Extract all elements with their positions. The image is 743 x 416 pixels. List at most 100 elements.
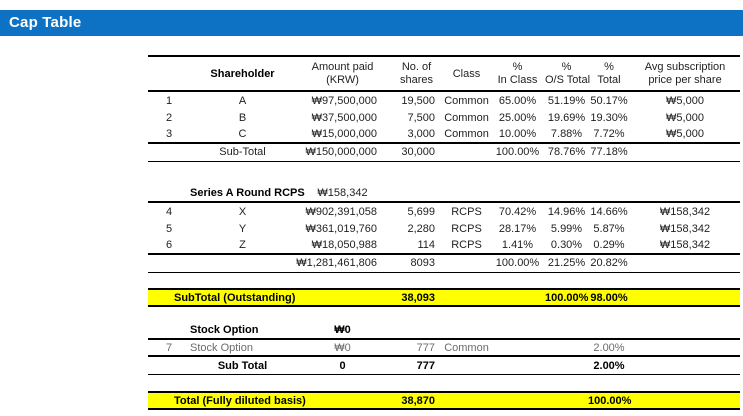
- cell-pct-total: 5.87%: [593, 223, 625, 236]
- cell-amount: ₩902,391,058: [305, 205, 377, 218]
- cell-shareholder: C: [238, 128, 247, 141]
- series-a-rcps-section: Series A Round RCPS ₩158,342 4 X ₩902,39…: [148, 185, 740, 273]
- cell-pct-os-total: 78.76%: [547, 146, 586, 159]
- total-fully-diluted-row: Total (Fully diluted basis) 38,870 100.0…: [148, 391, 740, 410]
- table-row-shareholder-z: 6 Z ₩18,050,988 114 RCPS 1.41% 0.30% 0.2…: [148, 238, 740, 256]
- stock-option-header-row: Stock Option ₩0: [148, 322, 740, 340]
- table-row-shareholder-b: 2 B ₩37,500,000 7,500 Common 25.00% 19.6…: [148, 109, 740, 126]
- cell-shares: 2,280: [407, 223, 435, 236]
- cell-amount: ₩361,019,760: [305, 223, 377, 236]
- cell-pct-in-class: 100.00%: [495, 146, 540, 159]
- series-a-subtotal-row: ₩1,281,461,806 8093 100.00% 21.25% 20.82…: [148, 255, 740, 273]
- series-a-header-row: Series A Round RCPS ₩158,342: [148, 185, 740, 203]
- cell-subtotal-label: Sub-Total: [219, 146, 266, 159]
- cell-pct-in-class: 28.17%: [498, 223, 537, 236]
- cell-avg-price: ₩158,342: [659, 239, 711, 252]
- cell-pct-in-class: 10.00%: [498, 128, 537, 141]
- cell-pct-os-total: 21.25%: [547, 257, 586, 270]
- col-header-pct-os-total: % O/S Total: [545, 60, 591, 86]
- table-row-shareholder-x: 4 X ₩902,391,058 5,699 RCPS 70.42% 14.96…: [148, 203, 740, 220]
- table-row-stock-option: 7 Stock Option ₩0 777 Common 2.00%: [148, 340, 740, 358]
- cell-shares: 19,500: [401, 94, 435, 107]
- cell-row-number: 3: [165, 128, 173, 141]
- cell-pct-total: 2.00%: [593, 359, 625, 372]
- cell-shares: 8093: [410, 257, 435, 270]
- col-header-class: Class: [452, 67, 481, 80]
- cell-class: RCPS: [451, 239, 482, 252]
- table-row-shareholder-y: 5 Y ₩361,019,760 2,280 RCPS 28.17% 5.99%…: [148, 220, 740, 237]
- cell-pct-total: 14.66%: [590, 205, 628, 218]
- col-header-avg-subscription-price: Avg subscription price per share: [644, 60, 726, 86]
- cell-shares: 777: [416, 341, 435, 354]
- cell-shareholder: X: [238, 205, 247, 218]
- cell-row-number: 4: [165, 205, 173, 218]
- cell-shareholder: Y: [238, 223, 247, 236]
- cell-shares: 5,699: [407, 205, 435, 218]
- common-subtotal-row: Sub-Total ₩150,000,000 30,000 100.00% 78…: [148, 144, 740, 162]
- cell-shares: 777: [416, 359, 435, 372]
- cell-pct-in-class: 100.00%: [495, 257, 540, 270]
- stock-option-subtotal-row: Sub Total 0 777 2.00%: [148, 357, 740, 375]
- col-header-pct-in-class: % In Class: [497, 60, 538, 86]
- table-row-shareholder-c: 3 C ₩15,000,000 3,000 Common 10.00% 7.88…: [148, 127, 740, 145]
- cell-amount: ₩0: [334, 341, 351, 354]
- cell-class: RCPS: [451, 223, 482, 236]
- stock-option-section: Stock Option ₩0 7 Stock Option ₩0 777 Co…: [148, 322, 740, 375]
- cell-pct-total: 100.00%: [588, 394, 632, 407]
- cell-shares: 30,000: [401, 146, 435, 159]
- cell-pct-total: 19.30%: [590, 112, 628, 125]
- col-header-amount-paid: Amount paid (KRW): [311, 60, 374, 86]
- cell-row-number: 6: [165, 239, 173, 252]
- total-fully-diluted-label: Total (Fully diluted basis): [174, 394, 306, 407]
- cell-class: Common: [444, 94, 489, 107]
- stock-option-label: Stock Option: [190, 324, 259, 336]
- cell-shares: 38,093: [401, 291, 435, 304]
- subtotal-outstanding-label: SubTotal (Outstanding): [174, 291, 296, 304]
- cell-pct-os-total: 51.19%: [547, 94, 586, 107]
- cell-shareholder: B: [238, 112, 247, 125]
- cap-table: Shareholder Amount paid (KRW) No. of sha…: [148, 0, 740, 416]
- series-a-price: ₩158,342: [317, 187, 368, 199]
- cell-pct-os-total: 14.96%: [547, 205, 586, 218]
- cell-pct-in-class: 70.42%: [498, 205, 537, 218]
- cell-shares: 38,870: [401, 394, 435, 407]
- cell-pct-total: 20.82%: [590, 257, 628, 270]
- cell-row-number: 1: [165, 94, 173, 107]
- cell-subtotal-label: Sub Total: [217, 359, 268, 372]
- cell-pct-total: 0.29%: [593, 239, 625, 252]
- cell-avg-price: ₩158,342: [659, 223, 711, 236]
- cell-row-number: 5: [165, 223, 173, 236]
- cell-pct-in-class: 25.00%: [498, 112, 537, 125]
- cell-shareholder: Z: [239, 239, 246, 252]
- cell-pct-total: 50.17%: [590, 94, 628, 107]
- cell-pct-total: 77.18%: [590, 146, 628, 159]
- cell-class: Common: [444, 128, 489, 141]
- cell-class: RCPS: [451, 205, 482, 218]
- cell-shareholder: A: [238, 94, 247, 107]
- cell-row-number: 7: [165, 341, 173, 354]
- table-header-row: Shareholder Amount paid (KRW) No. of sha…: [148, 55, 740, 92]
- col-header-no-of-shares: No. of shares: [399, 60, 434, 86]
- cell-pct-os-total: 100.00%: [545, 291, 589, 304]
- cell-shares: 7,500: [407, 112, 435, 125]
- cell-pct-os-total: 19.69%: [547, 112, 586, 125]
- subtotal-outstanding-row: SubTotal (Outstanding) 38,093 100.00% 98…: [148, 288, 740, 307]
- cell-pct-os-total: 0.30%: [550, 239, 583, 252]
- cell-pct-in-class: 1.41%: [501, 239, 534, 252]
- cell-amount: ₩18,050,988: [311, 239, 377, 252]
- cell-amount: 0: [339, 359, 346, 372]
- stock-option-amount: ₩0: [334, 324, 351, 336]
- cell-amount: ₩97,500,000: [311, 94, 377, 107]
- series-a-round-label: Series A Round RCPS: [190, 187, 305, 199]
- cell-avg-price: ₩158,342: [659, 205, 711, 218]
- cell-pct-os-total: 5.99%: [550, 223, 583, 236]
- cell-class: Common: [444, 112, 489, 125]
- cell-avg-price: ₩5,000: [666, 94, 704, 107]
- common-shares-section: Shareholder Amount paid (KRW) No. of sha…: [148, 55, 740, 162]
- cell-row-number: 2: [165, 112, 173, 125]
- cell-shares: 3,000: [407, 128, 435, 141]
- cell-pct-os-total: 7.88%: [550, 128, 583, 141]
- cell-shares: 114: [417, 239, 435, 252]
- page-title: Cap Table: [9, 14, 82, 31]
- cell-shareholder: Stock Option: [190, 341, 253, 354]
